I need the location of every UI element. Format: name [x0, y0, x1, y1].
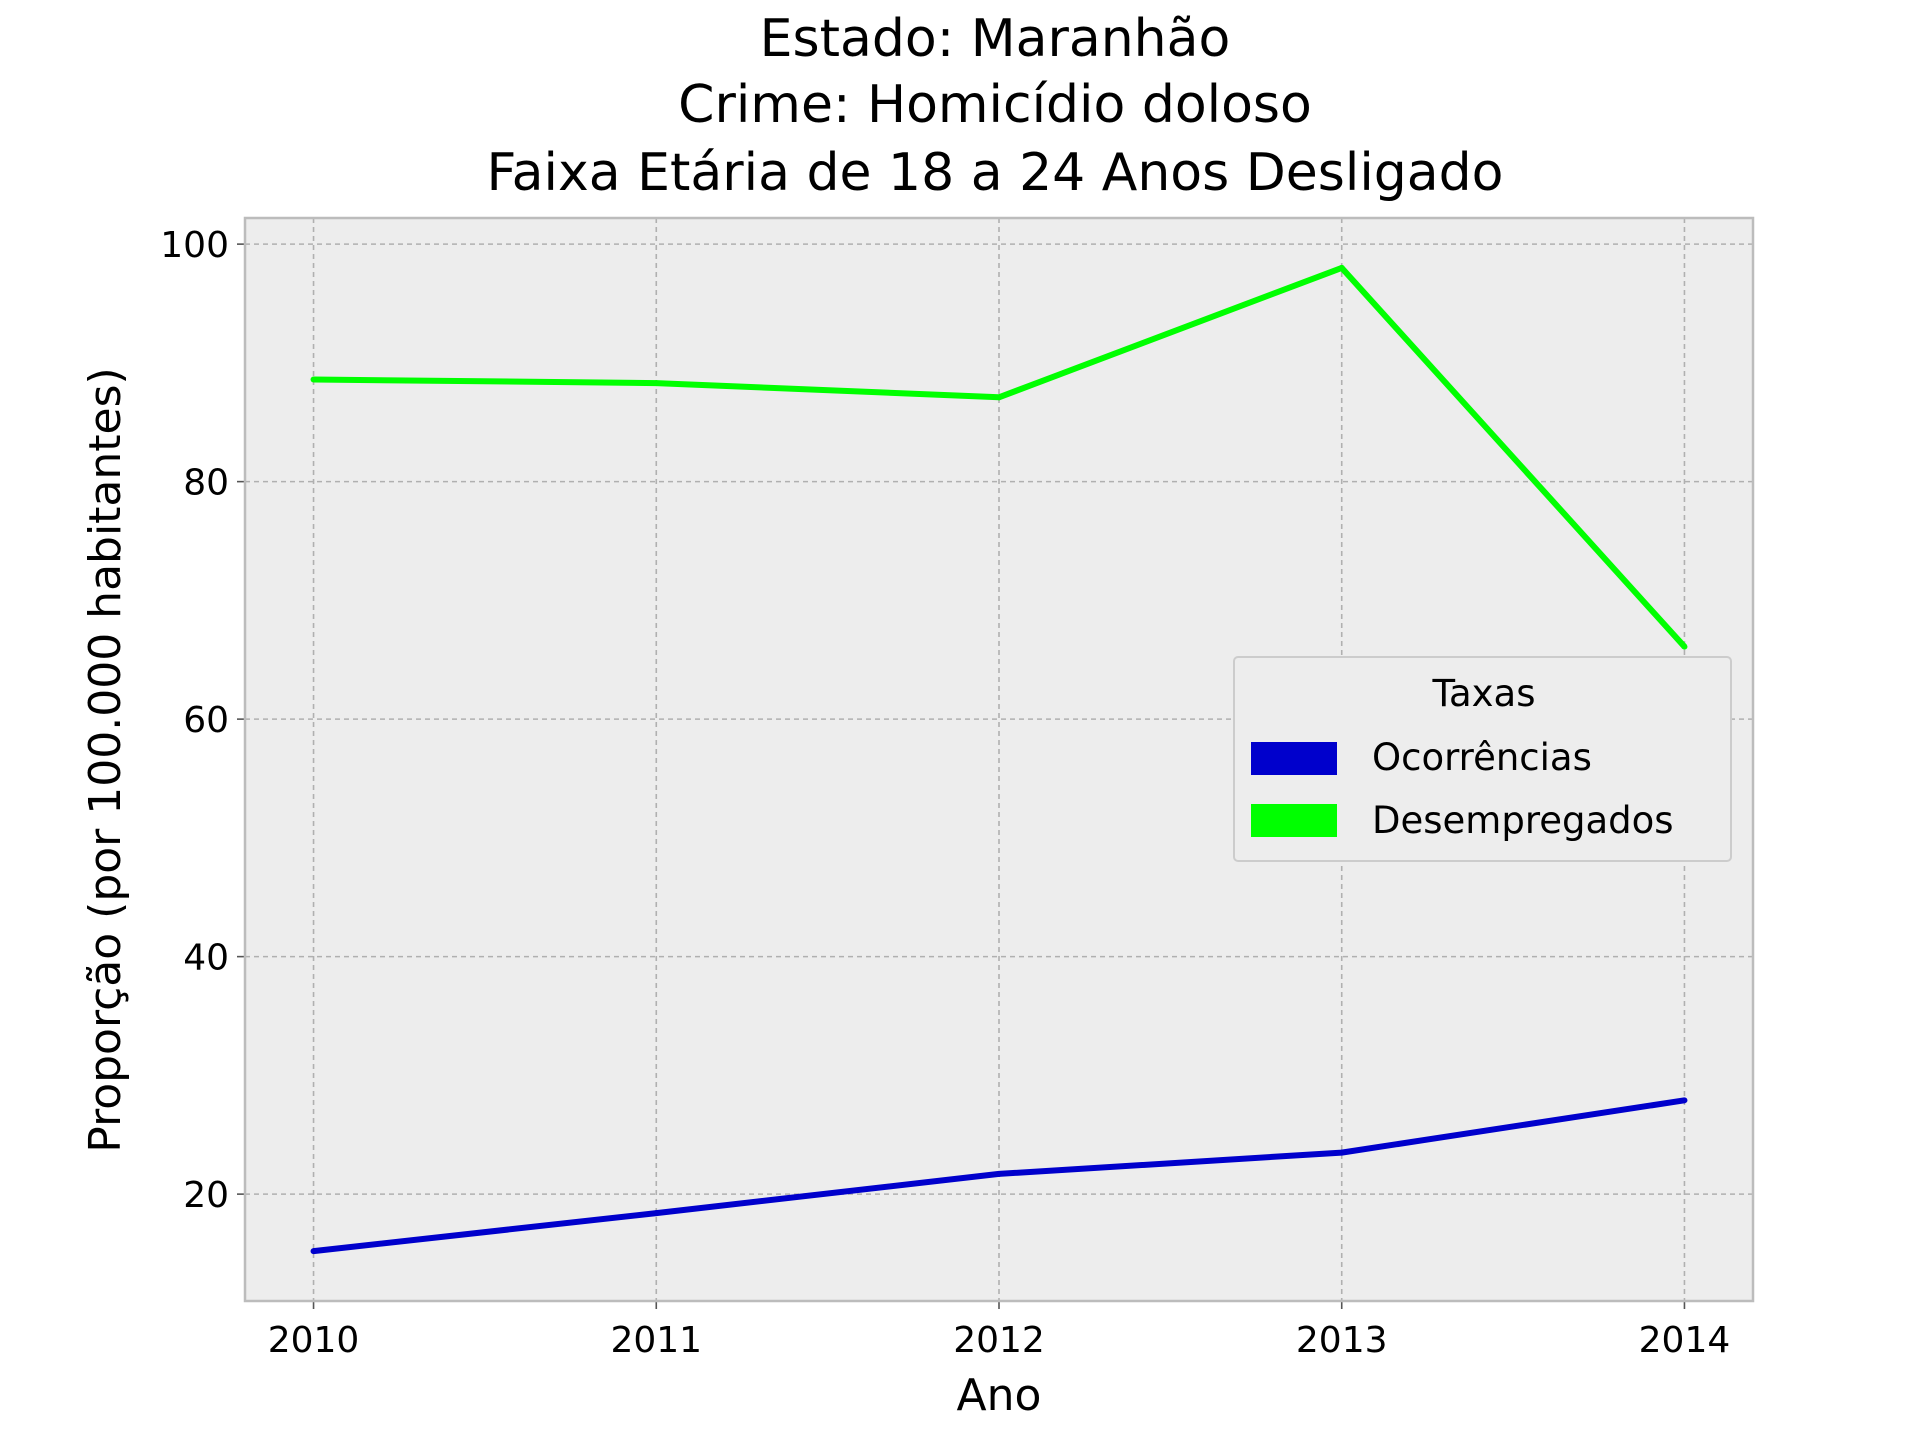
y-tick-label: 20: [183, 1175, 229, 1216]
x-axis-label: Ano: [957, 1370, 1042, 1421]
data-point: [1338, 1149, 1345, 1156]
data-point: [1338, 264, 1345, 271]
legend-swatch-desempregados: [1251, 804, 1337, 837]
legend-label-ocorrencias: Ocorrências: [1372, 736, 1592, 779]
legend-title: Taxas: [1432, 672, 1536, 715]
legend: Taxas Ocorrências Desempregados: [1233, 656, 1732, 862]
title-line-3: Faixa Etária de 18 a 24 Anos Desligado: [487, 143, 1504, 203]
y-tick-label: 100: [160, 225, 229, 266]
x-tick-label: 2014: [1639, 1320, 1731, 1361]
y-tick-label: 40: [183, 938, 229, 979]
y-tick-label: 60: [183, 700, 229, 741]
data-point: [310, 376, 317, 383]
data-point: [1681, 643, 1688, 650]
data-point: [653, 380, 660, 387]
x-tick-label: 2010: [268, 1320, 360, 1361]
y-axis-label: Proporção (por 100.000 habitantes): [80, 367, 131, 1152]
title-line-1: Estado: Maranhão: [760, 9, 1231, 69]
data-point: [310, 1248, 317, 1255]
x-tick-label: 2011: [610, 1320, 702, 1361]
data-point: [996, 1170, 1002, 1177]
data-point: [996, 394, 1002, 401]
y-tick-label: 80: [183, 463, 229, 504]
legend-box: [1233, 656, 1732, 862]
legend-swatch-ocorrencias: [1251, 742, 1337, 775]
title-line-2: Crime: Homicídio doloso: [678, 75, 1312, 135]
series-group: [310, 264, 1688, 1255]
chart-title: Estado: Maranhão Crime: Homicídio doloso…: [487, 9, 1504, 203]
axis-ticks: 2010 2011 2012 2013 2014 20 40 60 80 100: [160, 225, 1730, 1361]
data-point: [653, 1210, 660, 1217]
legend-label-desempregados: Desempregados: [1372, 799, 1674, 842]
x-tick-label: 2013: [1296, 1320, 1388, 1361]
data-point: [1681, 1097, 1688, 1104]
plot-frame: [243, 216, 1755, 1303]
x-tick-label: 2012: [953, 1320, 1045, 1361]
